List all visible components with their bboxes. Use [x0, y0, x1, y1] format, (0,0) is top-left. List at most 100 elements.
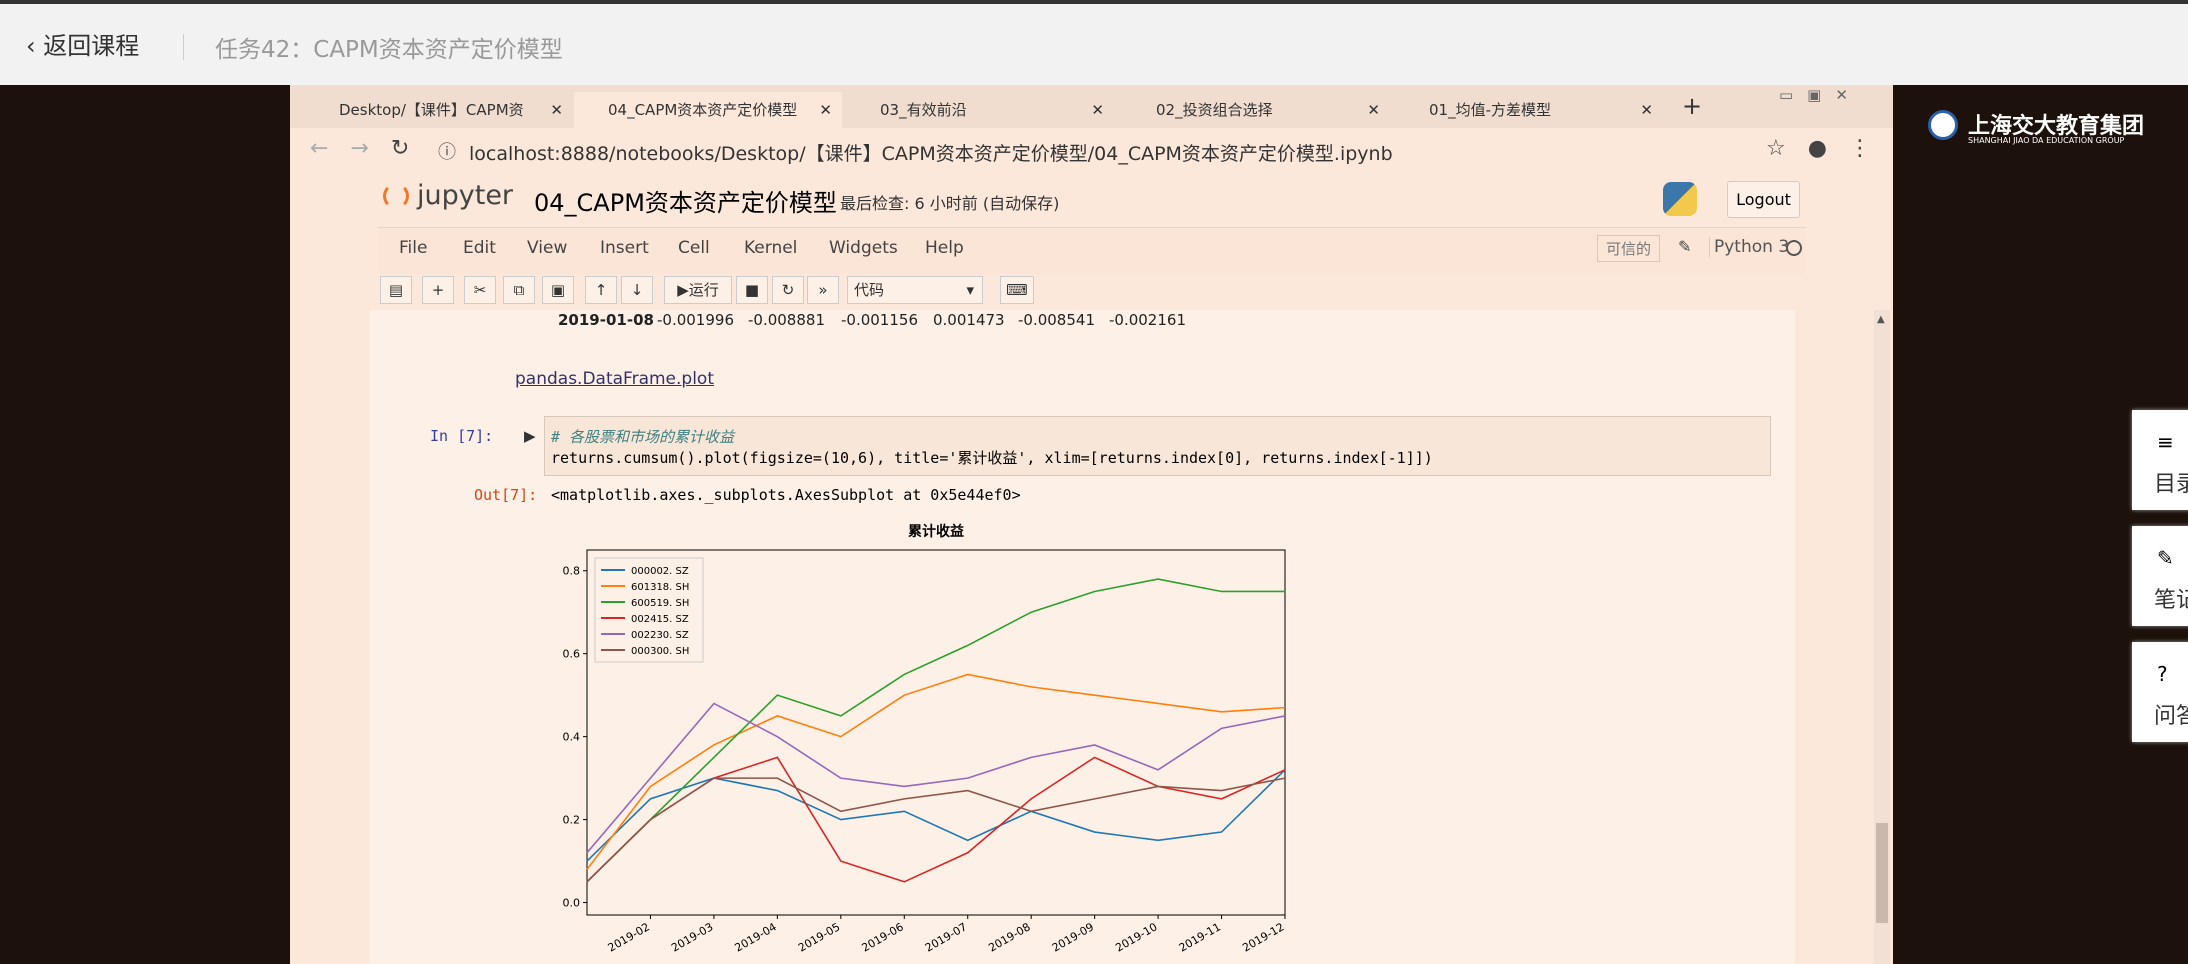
info-icon: ⓘ	[438, 142, 456, 163]
tab-bar	[290, 85, 1893, 128]
back-label[interactable]: 返回课程	[43, 32, 140, 60]
checkpoint-text: 最后检查: 6 小时前	[840, 194, 978, 213]
tab-label[interactable]: 01_均值-方差模型	[1429, 101, 1552, 119]
run-indicator[interactable]: ▶	[524, 427, 536, 445]
series-line	[586, 777, 1286, 883]
scroll-up[interactable]: ▲	[1877, 314, 1885, 325]
y-tick-label: 0.6	[563, 648, 581, 661]
save-button[interactable]: ▤	[380, 276, 412, 304]
chart: 累计收益 0.0 0.2 0.4 0.6 0.8 2019-02 2019-03 2019-0…	[563, 523, 1287, 955]
x-tick-label: 2019-12	[1240, 920, 1286, 954]
tab-label[interactable]: 02_投资组合选择	[1156, 101, 1273, 119]
autosave: (自动保存)	[982, 194, 1060, 213]
course-header: ‹ 返回课程 任务42：CAPM资本资产定价模型	[0, 4, 2188, 85]
side-button[interactable]: ? 问答	[2132, 642, 2188, 742]
notebook-name[interactable]: 04_CAPM资本资产定价模型	[534, 189, 837, 217]
legend-label: 002230. SZ	[631, 630, 689, 641]
legend-box	[594, 557, 704, 663]
back-button[interactable]: ‹ 返回课程	[26, 32, 140, 60]
copy-button[interactable]: ⧉	[503, 276, 535, 304]
browser-icons[interactable]: ☆●⋮	[1766, 136, 1893, 161]
jupyter-logo[interactable]: jupyter	[417, 180, 514, 211]
run-button[interactable]: ▶运行	[664, 276, 732, 304]
course-title: 任务42：CAPM资本资产定价模型	[215, 37, 563, 63]
keyboard-button[interactable]: ⌨	[1000, 276, 1034, 304]
series-line	[586, 578, 1285, 883]
add-cell-button[interactable]: +	[422, 276, 454, 304]
legend-label: 000002. SZ	[631, 566, 689, 577]
x-tick-label: 2019-07	[923, 920, 969, 954]
menu-item[interactable]: View	[527, 238, 568, 258]
table-cell: -0.008541	[1018, 311, 1095, 329]
y-tick-label: 0.4	[563, 731, 581, 744]
side-button-label[interactable]: 问答	[2154, 704, 2188, 729]
kernel-status	[1786, 240, 1802, 256]
run-all-button[interactable]: »	[807, 276, 839, 304]
tab-label[interactable]: Desktop/【课件】CAPM资	[339, 101, 524, 119]
side-button[interactable]: ✎ 笔记	[2132, 526, 2188, 626]
legend-label: 601318. SH	[631, 582, 689, 593]
kernel-name: Python 3	[1709, 237, 1789, 257]
menu-item[interactable]: Insert	[600, 238, 649, 258]
menu-item[interactable]: Cell	[678, 238, 710, 258]
menu-item[interactable]: Edit	[463, 238, 496, 258]
edit-icon[interactable]: ✎	[1678, 237, 1692, 256]
tab[interactable]: 03_有效前沿 ✕	[880, 101, 1104, 119]
doc-link[interactable]: pandas.DataFrame.plot	[515, 369, 714, 389]
table-cell: -0.008881	[748, 311, 825, 329]
table-cell: 0.001473	[933, 311, 1005, 329]
series-line	[586, 702, 1286, 854]
x-tick-label: 2019-05	[796, 920, 842, 954]
paste-button[interactable]: ▣	[542, 276, 574, 304]
x-tick-label: 2019-03	[669, 920, 715, 954]
tab[interactable]: Desktop/【课件】CAPM资 ✕	[339, 101, 563, 119]
menu-item[interactable]: Kernel	[744, 238, 798, 258]
table-cell: -0.001156	[841, 311, 918, 329]
scrollbar[interactable]: ▲	[1874, 310, 1890, 964]
restart-button[interactable]: ↻	[772, 276, 804, 304]
top-edge	[0, 0, 2188, 4]
x-tick-label: 2019-04	[733, 920, 779, 954]
logout-button[interactable]: Logout	[1727, 181, 1800, 218]
x-tick-label: 2019-11	[1177, 920, 1223, 954]
menubar	[378, 227, 1806, 274]
jupyter-logo-icon	[383, 183, 409, 209]
tab[interactable]: 01_均值-方差模型 ✕	[1429, 101, 1653, 119]
side-button-label[interactable]: 目录	[2154, 472, 2188, 497]
tab[interactable]: 02_投资组合选择 ✕	[1156, 101, 1380, 119]
code-line: returns.cumsum().plot(figsize=(10,6), ti…	[551, 449, 1433, 467]
input-cell[interactable]	[544, 416, 1771, 476]
run-label[interactable]: 运行	[688, 281, 719, 299]
series-line	[586, 673, 1286, 870]
x-tick-label: 2019-10	[1113, 920, 1159, 954]
code-comment: # 各股票和市场的累计收益	[551, 428, 735, 446]
cell-type-select[interactable]: 代码 ▾	[847, 276, 983, 304]
stop-button[interactable]: ■	[736, 276, 768, 304]
window-controls[interactable]: ▭▣✕	[1779, 86, 1862, 104]
y-tick-label: 0.8	[563, 565, 581, 578]
table-index: 2019-01-08	[558, 311, 654, 329]
chart-title: 累计收益	[908, 523, 964, 540]
tab-active[interactable]: 04_CAPM资本资产定价模型 ✕	[574, 92, 842, 128]
x-tick-label: 2019-08	[986, 920, 1032, 954]
legend-label: 600519. SH	[631, 598, 689, 609]
cell-type[interactable]: 代码	[854, 281, 885, 299]
url[interactable]: localhost:8888/notebooks/Desktop/【课件】CAP…	[469, 143, 1393, 165]
cut-button[interactable]: ✂	[464, 276, 496, 304]
trusted-badge[interactable]: 可信的	[1597, 235, 1661, 262]
menu-item[interactable]: Widgets	[829, 238, 898, 258]
y-tick-label: 0.0	[563, 897, 581, 910]
side-button[interactable]: ≡ 目录	[2132, 410, 2188, 510]
menu-item[interactable]: Help	[925, 238, 964, 258]
new-tab[interactable]: +	[1682, 92, 1703, 120]
move-up-button[interactable]: ↑	[585, 276, 617, 304]
scroll-thumb[interactable]	[1876, 823, 1888, 923]
tab-label[interactable]: 03_有效前沿	[880, 101, 967, 119]
move-down-button[interactable]: ↓	[621, 276, 653, 304]
nav-buttons[interactable]: ←→↻	[310, 136, 432, 161]
menu-item[interactable]: File	[399, 238, 428, 258]
out-prompt: Out[7]:	[474, 486, 538, 504]
side-button-label[interactable]: 笔记	[2154, 588, 2188, 613]
tab-label[interactable]: 04_CAPM资本资产定价模型	[608, 101, 798, 119]
series-line	[586, 769, 1286, 862]
